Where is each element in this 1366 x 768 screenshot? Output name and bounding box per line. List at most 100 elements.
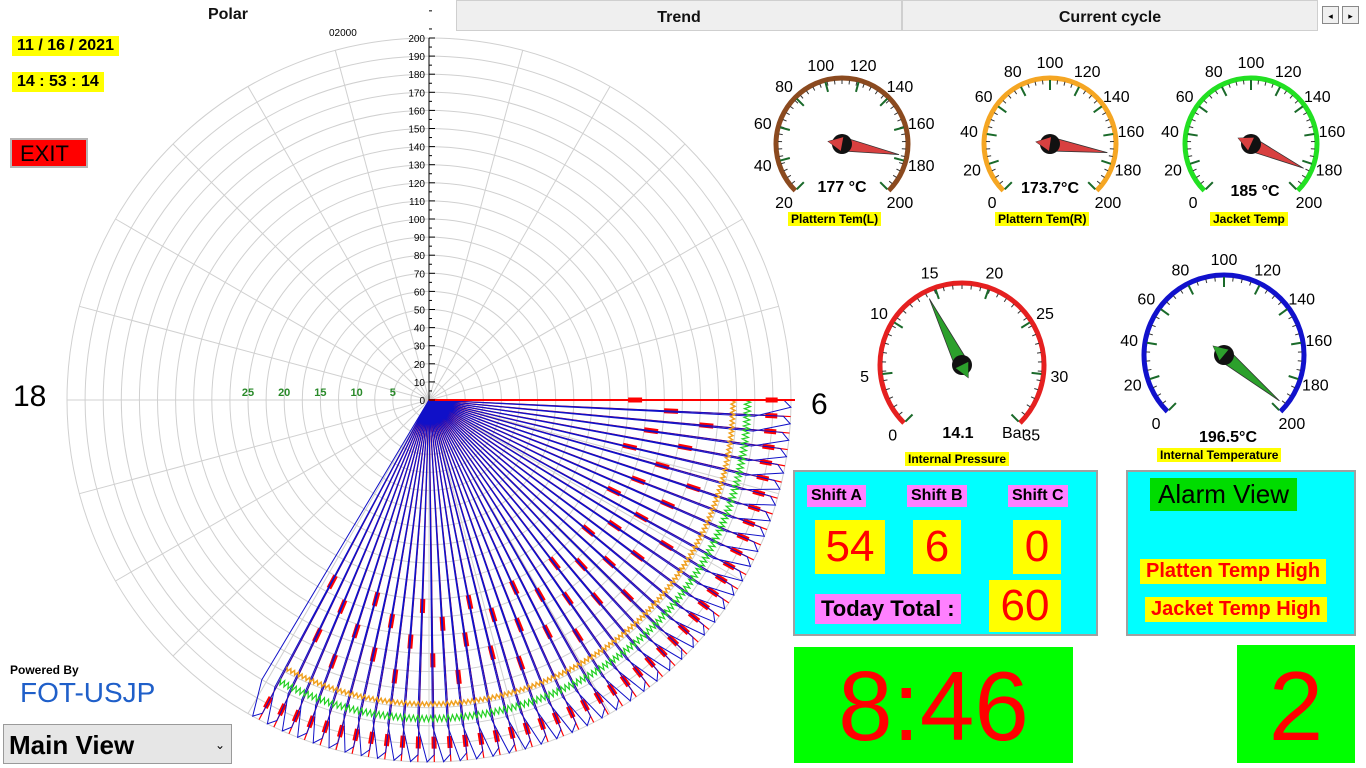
gauge-minor-tick	[1102, 112, 1107, 116]
gauge-minor-tick	[1283, 90, 1287, 95]
gauge-tick-label: 0	[988, 195, 997, 212]
gauge-minor-tick	[1296, 368, 1301, 371]
gauge-minor-tick	[1188, 155, 1193, 157]
gauge-major-tick	[796, 98, 805, 107]
gauge-minor-tick	[791, 180, 796, 185]
polar-axis-tick-label: 200	[408, 34, 425, 45]
gauge-tick-label: 0	[1189, 195, 1198, 212]
gauge-minor-tick	[1205, 279, 1208, 284]
exit-button[interactable]: EXIT	[10, 138, 88, 168]
gauge-unit: Bar	[1002, 425, 1028, 442]
gauge-minor-tick	[993, 112, 998, 116]
gauge-minor-tick	[1278, 301, 1282, 306]
gauge-tick-label: 120	[1275, 64, 1302, 81]
gauge-minor-tick	[942, 287, 945, 292]
gauge-minor-tick	[1172, 295, 1177, 300]
view-select[interactable]: Main View ⌄	[3, 724, 232, 764]
gauge-minor-tick	[893, 404, 898, 408]
gauge-major-tick	[1221, 86, 1228, 97]
gauge-major-tick	[1189, 159, 1200, 165]
gauge-tick-label: 160	[1319, 124, 1346, 141]
gauge-major-tick	[893, 321, 904, 329]
gauge-minor-tick	[1070, 83, 1073, 88]
polar-horizontal-label: 25	[242, 387, 254, 399]
gauge-minor-tick	[1166, 301, 1170, 306]
polar-axis-tick-label: 190	[408, 52, 425, 63]
gauge-minor-tick	[889, 396, 894, 399]
tab-current-cycle[interactable]: Current cycle	[902, 0, 1318, 31]
gauge-arc	[1141, 272, 1307, 414]
gauge-tick-label: 25	[1036, 306, 1054, 323]
gauge-major-tick	[879, 98, 888, 107]
polar-axis-tick-label: 130	[408, 161, 425, 172]
gauge-label-pressure: Internal Pressure	[905, 452, 1010, 466]
gauge-minor-tick	[1032, 333, 1037, 337]
gauge-tick-label: 120	[1074, 64, 1101, 81]
gauge-major-tick	[1253, 285, 1261, 295]
gauge-tick-label: 40	[960, 124, 978, 141]
gauge-minor-tick	[882, 351, 888, 354]
gauge-major-tick	[1187, 133, 1198, 137]
gauge-tick-label: 80	[1172, 262, 1190, 279]
tab-scroll-right-button[interactable]: ▸	[1342, 6, 1359, 24]
gauge-minor-tick	[1200, 180, 1205, 185]
polar-grid-spoke	[334, 50, 430, 401]
gauge-minor-tick	[1308, 126, 1313, 129]
polar-grid-spoke	[247, 86, 430, 401]
gauge-major-tick	[1146, 341, 1157, 346]
gauge-minor-tick	[1107, 126, 1112, 129]
gauge-readout: 173.7°C	[1021, 180, 1079, 197]
gauge-tick-label: 200	[887, 195, 914, 212]
shift-a-count: 54	[815, 520, 885, 574]
gauge-minor-tick	[1027, 83, 1030, 88]
polar-axis-tick-label: 60	[414, 287, 426, 298]
gauge-tick-label: 0	[1152, 416, 1161, 433]
gauge-major-tick	[1020, 321, 1031, 329]
tab-polar[interactable]: Polar	[0, 0, 456, 31]
gauge-minor-tick	[1036, 351, 1042, 354]
gauge-tick-label: 180	[1115, 162, 1142, 179]
gauge-minor-tick	[1151, 324, 1156, 328]
gauge-minor-tick	[917, 298, 921, 303]
gauge-major-tick	[988, 159, 999, 165]
gauge-label-jacket: Jacket Temp	[1210, 212, 1288, 226]
gauge-minor-tick	[1191, 119, 1196, 122]
polar-horizontal-label: 10	[350, 387, 362, 399]
gauge-minor-tick	[883, 379, 888, 382]
polar-axis-tick-label: 100	[408, 215, 425, 226]
gauge-minor-tick	[1100, 174, 1105, 178]
gauge-minor-tick	[1026, 404, 1031, 408]
gauge-minor-tick	[1030, 396, 1035, 399]
gauge-minor-tick	[862, 83, 865, 88]
gauge-minor-tick	[868, 86, 872, 91]
gauge-major-tick	[904, 413, 914, 423]
today-total-count: 60	[989, 580, 1061, 632]
gauge-minor-tick	[909, 303, 914, 308]
tab-trend[interactable]: Trend	[456, 0, 902, 31]
gauge-minor-tick	[1157, 393, 1162, 397]
gauge-major-tick	[1274, 86, 1281, 97]
polar-axis-tick-label: 90	[414, 233, 426, 244]
gauge-minor-tick	[896, 168, 901, 172]
gauge-minor-tick	[933, 289, 937, 294]
gauge-minor-tick	[925, 293, 928, 298]
gauge-minor-tick	[1288, 316, 1293, 320]
tab-scroll-left-button[interactable]: ◂	[1322, 6, 1339, 24]
gauge-major-tick	[1304, 133, 1315, 137]
gauge-major-tick	[1271, 402, 1280, 411]
gauge-minor-tick	[1192, 168, 1197, 172]
polar-horizontal-label: 20	[278, 387, 290, 399]
brand-logo: FOT-USJP	[20, 677, 156, 708]
polar-grid-spoke	[79, 305, 430, 401]
gauge-minor-tick	[1305, 168, 1310, 172]
gauge-minor-tick	[1294, 100, 1299, 104]
gauge-minor-tick	[1292, 324, 1297, 328]
polar-right-hour-label: 6	[811, 388, 828, 421]
gauge-minor-tick	[887, 333, 892, 337]
gauge-tick-label: 20	[963, 162, 981, 179]
gauge-major-tick	[1020, 86, 1027, 97]
polar-axis-tick-label: 70	[414, 269, 426, 280]
gauge-tick-label: 140	[1103, 89, 1130, 106]
gauge-major-tick	[1101, 159, 1112, 165]
gauge-major-tick	[1294, 105, 1304, 114]
